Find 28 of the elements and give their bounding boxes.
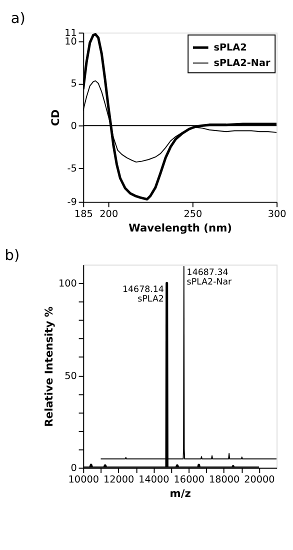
y-tick-label: -5 (67, 163, 77, 174)
y-tick-label: -9 (67, 197, 77, 208)
x-tick-label: 10000 (68, 474, 100, 486)
y-tick-label: 50 (64, 370, 77, 382)
chart-title: b) (4, 248, 20, 264)
x-tick-label: 14000 (138, 474, 170, 486)
annotation: 14687.34 sPLA2-Nar (186, 268, 232, 288)
y-axis-title: Relative Intensity % (42, 306, 56, 427)
y-tick-label: 10 (64, 36, 77, 48)
x-tick-label: 250 (184, 208, 202, 220)
x-axis-title: Wavelength (nm) (128, 221, 232, 234)
x-tick-label: 12000 (103, 474, 134, 486)
y-tick-label: 100 (58, 278, 77, 290)
x-tick-label: 16000 (174, 474, 204, 486)
y-axis-title: CD (48, 109, 62, 126)
chart-title: a) (10, 10, 26, 27)
x-tick-label: 300 (268, 208, 286, 220)
y-tick-label: 5 (70, 78, 77, 90)
x-tick-label: 18000 (208, 474, 240, 486)
legend-label: sPLA2 (214, 42, 247, 54)
x-tick-label: 200 (100, 208, 118, 220)
y-tick-label: 0 (70, 463, 77, 474)
x-tick-label: 185 (74, 208, 93, 220)
x-axis-title: m/z (170, 487, 191, 500)
legend-label: sPLA2-Nar (214, 58, 270, 69)
annotation: 14678.14 sPLA2 (122, 284, 164, 305)
x-tick-label: 20000 (244, 474, 275, 486)
y-tick-label: 0 (70, 121, 77, 132)
